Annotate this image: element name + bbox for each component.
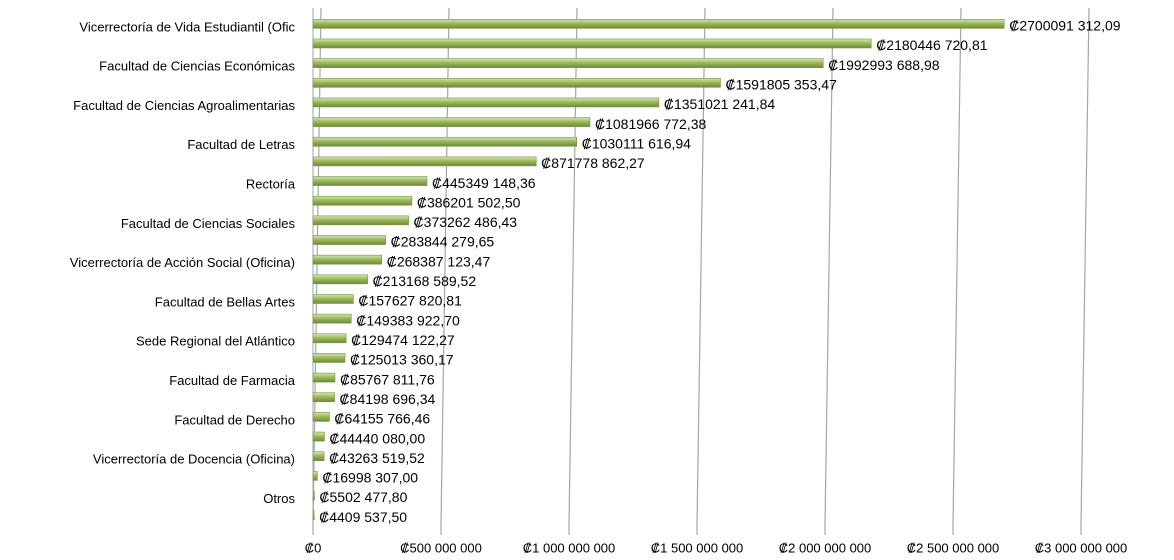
value-label: ₡213168 589,52: [373, 273, 477, 289]
bar: [312, 215, 409, 226]
grid-line: [440, 7, 450, 535]
grid-line: [1080, 7, 1090, 535]
x-tick-label: ₡2 500 000 000: [907, 540, 1000, 555]
y-tick-label: Otros: [263, 491, 295, 506]
value-label: ₡43263 519,52: [329, 450, 425, 466]
grid-line: [568, 7, 578, 535]
bar: [312, 451, 325, 462]
bar: [312, 38, 872, 49]
value-label: ₡84198 696,34: [340, 391, 436, 407]
x-tick-label: ₡1 000 000 000: [523, 540, 616, 555]
x-tick-label: ₡500 000 000: [400, 540, 482, 555]
value-label: ₡64155 766,46: [334, 411, 430, 427]
value-label: ₡5502 477,80: [319, 489, 407, 505]
value-label: ₡871778 862,27: [541, 155, 645, 171]
value-label: ₡1591805 353,47: [726, 76, 838, 92]
grid-line: [952, 7, 962, 535]
y-tick-label: Vicerrectoría de Vida Estudiantil (Ofic: [79, 19, 295, 34]
bar: [312, 431, 325, 442]
value-label: ₡44440 080,00: [329, 430, 425, 446]
y-tick-label: Vicerrectoría de Acción Social (Oficina): [70, 255, 295, 270]
bar: [312, 254, 383, 265]
bar: [312, 58, 824, 68]
bar: [312, 412, 330, 422]
bar: [312, 471, 318, 481]
bar: [312, 392, 335, 403]
value-label: ₡125013 360,17: [350, 352, 454, 368]
bar: [312, 313, 352, 324]
value-label: ₡268387 123,47: [387, 253, 491, 269]
y-tick-label: Sede Regional del Atlántico: [136, 334, 295, 349]
x-tick-label: ₡3 000 000 000: [1035, 540, 1128, 555]
y-tick-label: Vicerrectoría de Docencia (Oficina): [93, 452, 295, 467]
y-tick-label: Facultad de Bellas Artes: [155, 294, 296, 309]
bar: [312, 235, 386, 245]
bar: [312, 353, 346, 363]
y-tick-label: Rectoría: [246, 176, 296, 191]
value-label: ₡129474 122,27: [351, 332, 455, 348]
y-tick-label: Facultad de Ciencias Sociales: [121, 216, 296, 231]
bar: [312, 136, 578, 147]
bar: [312, 294, 354, 304]
value-label: ₡4409 537,50: [319, 509, 407, 525]
value-label: ₡1992993 688,98: [828, 57, 940, 73]
x-tick-label: ₡0: [305, 540, 322, 555]
value-label: ₡85767 811,76: [340, 371, 435, 387]
y-tick-label: Facultad de Ciencias Agroalimentarias: [73, 98, 295, 113]
value-label: ₡2180446 720,81: [876, 37, 988, 53]
y-tick-label: Facultad de Ciencias Económicas: [99, 59, 295, 74]
value-label: ₡1081966 772,38: [595, 116, 707, 132]
value-label: ₡1030111 616,94: [582, 135, 691, 151]
value-label: ₡445349 148,36: [432, 175, 536, 191]
bar: [312, 333, 347, 344]
bar: [312, 490, 315, 501]
value-label: ₡1351021 241,84: [664, 96, 776, 112]
value-label: ₡386201 502,50: [417, 194, 521, 210]
x-tick-label: ₡2 000 000 000: [779, 540, 872, 555]
bar: [312, 372, 336, 383]
bar: [312, 176, 428, 186]
grid-line: [696, 7, 706, 535]
value-label: ₡373262 486,43: [414, 214, 518, 230]
y-tick-label: Facultad de Derecho: [174, 412, 295, 427]
bar: [312, 510, 315, 520]
value-label: ₡16998 307,00: [322, 470, 418, 486]
value-label: ₡283844 279,65: [391, 234, 495, 250]
value-label: ₡157627 820,81: [358, 293, 462, 309]
y-tick-label: Facultad de Farmacia: [169, 373, 295, 388]
grid-line: [824, 7, 834, 535]
bar: [312, 156, 537, 167]
x-tick-label: ₡1 500 000 000: [651, 540, 744, 555]
value-label: ₡2700091 312,09: [1009, 18, 1121, 34]
bar: [312, 19, 1005, 29]
bar: [312, 97, 660, 108]
bar: [312, 117, 591, 127]
y-tick-label: Facultad de Letras: [187, 137, 295, 152]
bar: [312, 274, 368, 285]
bar: [312, 77, 721, 88]
value-label: ₡149383 922,70: [356, 312, 460, 328]
bar: [312, 195, 413, 206]
